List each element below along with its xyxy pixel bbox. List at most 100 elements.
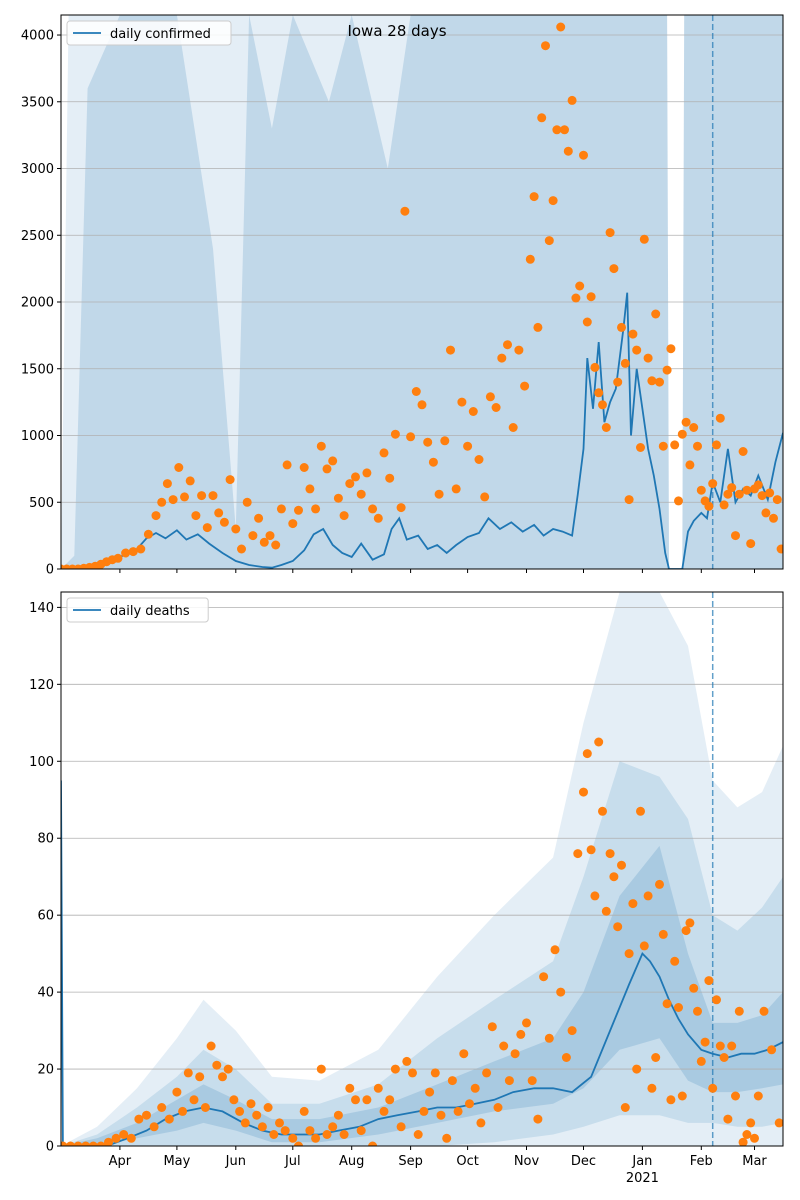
data-point [121, 548, 131, 558]
data-point [715, 1041, 725, 1051]
data-point [259, 537, 269, 547]
y-tick-label: 4000 [21, 29, 54, 44]
data-point [465, 1099, 474, 1109]
data-point [765, 488, 775, 498]
data-point [662, 365, 672, 375]
data-point [447, 1076, 457, 1086]
x-tick-label: Aug [339, 1154, 364, 1169]
data-point [639, 234, 649, 244]
y-tick-label: 100 [29, 755, 54, 770]
data-point [541, 41, 550, 51]
data-point [280, 1126, 290, 1136]
data-point [113, 553, 123, 563]
data-point [639, 941, 649, 951]
data-point [704, 501, 714, 511]
data-point [396, 503, 406, 513]
data-point [582, 749, 592, 759]
uncertainty-band-inner [61, 15, 783, 569]
data-point [516, 1029, 526, 1039]
data-point [571, 293, 581, 303]
data-point [493, 1103, 503, 1112]
x-tick-label: Apr [109, 1154, 132, 1169]
data-point [269, 1130, 279, 1139]
data-point [396, 1122, 406, 1132]
data-point [379, 1106, 389, 1116]
data-point [229, 1095, 239, 1105]
data-point [237, 544, 246, 554]
data-point [504, 1076, 514, 1086]
data-point [575, 281, 585, 291]
data-point [753, 480, 763, 490]
data-point [134, 1114, 144, 1124]
data-point [294, 505, 303, 515]
data-point [750, 1133, 759, 1143]
data-point [385, 473, 395, 483]
x-tick-label: Mar [742, 1154, 767, 1169]
data-point [719, 1053, 729, 1062]
data-point [712, 440, 721, 450]
data-point [727, 1041, 737, 1051]
data-point [624, 949, 634, 959]
y-tick-label: 2500 [21, 229, 54, 244]
data-point [345, 479, 355, 489]
data-point [390, 1064, 400, 1074]
data-point [666, 344, 676, 354]
data-point [552, 125, 562, 135]
data-point [413, 1130, 423, 1139]
data-point [88, 1141, 98, 1146]
data-point [774, 1118, 783, 1128]
data-point [662, 999, 672, 1009]
plot-area [61, 15, 783, 569]
data-point [681, 926, 691, 936]
legend-box [66, 20, 232, 46]
x-tick-label: Jun [225, 1154, 246, 1169]
data-point [451, 484, 461, 494]
data-point [670, 440, 680, 450]
y-tick-label: 1500 [21, 362, 54, 377]
plot-frame [60, 591, 784, 1147]
data-point [223, 1064, 233, 1074]
data-point [514, 345, 524, 355]
data-point [582, 317, 592, 327]
data-point [476, 1118, 486, 1128]
data-point [345, 1083, 355, 1093]
data-point [282, 460, 292, 470]
data-point [544, 236, 554, 246]
data-point [183, 1068, 193, 1078]
data-point [61, 1141, 68, 1146]
data-point [537, 113, 547, 123]
data-point [497, 353, 507, 363]
data-point [586, 845, 596, 855]
data-point [734, 1006, 744, 1016]
uncertainty-band-outer [61, 15, 783, 569]
data-point [651, 1053, 661, 1062]
data-point [761, 508, 771, 518]
data-point [195, 1072, 205, 1082]
data-point [430, 1068, 440, 1078]
data-point [457, 397, 467, 407]
data-point [356, 489, 366, 499]
data-point [246, 1099, 256, 1109]
data-point [617, 322, 626, 332]
legend-label: daily confirmed [110, 27, 211, 42]
data-point [73, 1141, 83, 1146]
data-point [533, 322, 543, 332]
data-point [487, 1022, 497, 1032]
data-point [104, 1137, 113, 1146]
data-point [425, 1087, 435, 1097]
x-tick-label: Oct [456, 1154, 478, 1169]
x-tick-label: Sep [398, 1154, 423, 1169]
y-tick-label: 0 [46, 563, 54, 578]
data-point [322, 464, 332, 474]
data-point [658, 929, 668, 939]
plot-background [61, 15, 783, 569]
data-point [734, 489, 744, 499]
data-point [590, 891, 600, 901]
y-tick-label: 40 [37, 986, 54, 1001]
data-point [573, 849, 583, 859]
data-point [434, 489, 444, 499]
data-point [189, 1095, 199, 1105]
data-point [111, 1133, 121, 1143]
data-point [316, 1064, 326, 1074]
data-point [294, 1141, 303, 1146]
